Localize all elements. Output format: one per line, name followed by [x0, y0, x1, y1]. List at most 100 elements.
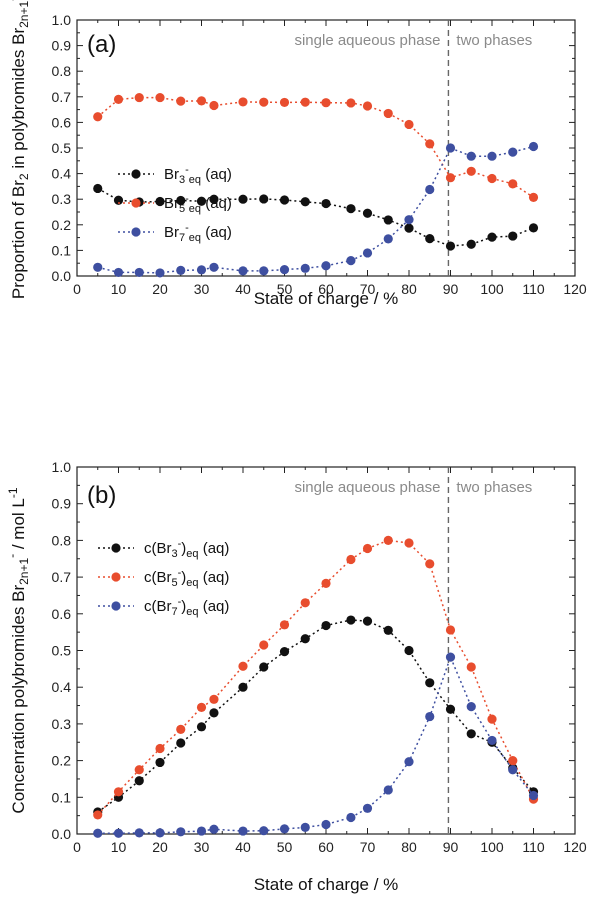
x-tick-label: 30 [194, 281, 210, 297]
data-point [346, 98, 356, 108]
data-point [209, 824, 219, 834]
x-tick-label: 40 [235, 839, 251, 855]
data-point [508, 147, 518, 157]
data-point [383, 234, 393, 244]
x-axis-label: State of charge / % [254, 289, 399, 308]
data-point [238, 682, 248, 692]
data-point [466, 151, 476, 161]
data-point [196, 722, 207, 732]
text-span: ) [181, 598, 186, 615]
data-point [425, 139, 435, 149]
data-point [404, 119, 414, 130]
data-point [528, 790, 539, 801]
data-point [259, 662, 269, 672]
data-point [425, 678, 435, 688]
data-point [508, 179, 518, 189]
data-point [155, 196, 165, 207]
legend-label: Br3-eq (aq) [164, 164, 232, 186]
text-span: eq [186, 606, 198, 618]
y-tick-label: 0.2 [52, 217, 72, 233]
series-line [97, 539, 535, 816]
legend-marker [131, 227, 141, 237]
y-tick-label: 0.2 [52, 753, 72, 769]
data-point [259, 97, 269, 107]
data-point [362, 208, 373, 218]
y-tick-label: 0.8 [52, 532, 72, 548]
x-tick-label: 50 [277, 281, 293, 297]
text-span: (aq) [201, 224, 232, 241]
data-point [466, 702, 476, 712]
series-line [97, 187, 534, 247]
text-span: (aq) [199, 569, 230, 586]
x-tick-label: 100 [480, 281, 504, 297]
text-span: 3 [172, 548, 178, 560]
data-point [508, 756, 518, 766]
data-point [404, 215, 414, 225]
data-point [93, 262, 103, 272]
y-tick-label: 0.6 [52, 606, 72, 622]
x-tick-label: 120 [563, 281, 587, 297]
series-line [97, 655, 535, 835]
data-point [487, 232, 497, 242]
y-tick-label: 0.1 [52, 789, 72, 805]
y-tick-label: 0.7 [52, 569, 72, 585]
data-point [259, 194, 269, 204]
data-point [279, 97, 290, 108]
data-point [238, 97, 248, 107]
data-point [209, 100, 219, 111]
data-point [93, 810, 103, 820]
data-point [93, 112, 103, 122]
data-point [155, 828, 165, 838]
x-tick-label: 60 [318, 281, 334, 297]
data-point [321, 620, 331, 631]
text-span: eq [186, 577, 198, 589]
y-tick-label: 0.6 [52, 114, 72, 130]
x-axis-label: State of charge / % [254, 875, 399, 894]
legend-label: Br7-eq (aq) [164, 222, 232, 244]
panel-b: 0 10 20 30 40 50 60 70 80 90 100 110 120 0.0 0.1 0.2 0.3… [5, 459, 587, 894]
data-point [445, 173, 456, 183]
data-point [113, 828, 124, 838]
data-point [362, 101, 373, 111]
y-tick-label: 1.0 [52, 459, 72, 475]
data-point [445, 241, 456, 251]
data-point [404, 538, 414, 548]
text-span: Br [164, 166, 179, 183]
text-span: in polybromides Br [9, 28, 28, 174]
data-point [155, 92, 165, 103]
data-point [155, 743, 165, 754]
data-point [300, 197, 310, 207]
text-span: (aq) [201, 195, 232, 212]
legend-label: c(Br5-)eq (aq) [144, 567, 229, 589]
x-tick-label: 20 [152, 281, 168, 297]
data-point [508, 765, 518, 775]
y-tick-label: 0.3 [52, 191, 72, 207]
plot-frame [76, 19, 576, 277]
data-point [466, 166, 476, 176]
data-point [238, 194, 248, 204]
text-span: 3 [179, 174, 185, 186]
x-tick-label: 0 [73, 839, 81, 855]
x-tick-label: 80 [401, 281, 417, 297]
text-span: ) [181, 540, 186, 557]
data-point [362, 543, 373, 554]
data-point [279, 824, 290, 834]
data-point [155, 268, 165, 278]
data-point [362, 803, 373, 813]
x-tick-label: 10 [111, 839, 127, 855]
data-point [300, 822, 310, 832]
panel-a: 0 10 20 30 40 50 60 70 80 90 100 110 120 0.0 0.1 0.2 0.3… [5, 0, 587, 308]
data-point [425, 711, 435, 722]
data-point [134, 92, 144, 103]
series-line [97, 145, 534, 274]
x-tick-label: 120 [563, 839, 587, 855]
text-span: 2n+1 [17, 558, 31, 585]
data-point [383, 215, 393, 225]
data-point [113, 195, 124, 205]
y-axis-label: Concenration polybromides Br2n+1- / mol … [5, 487, 31, 813]
data-point [445, 652, 456, 662]
text-span: Br [164, 224, 179, 241]
data-point [528, 141, 539, 152]
data-point [528, 192, 539, 203]
